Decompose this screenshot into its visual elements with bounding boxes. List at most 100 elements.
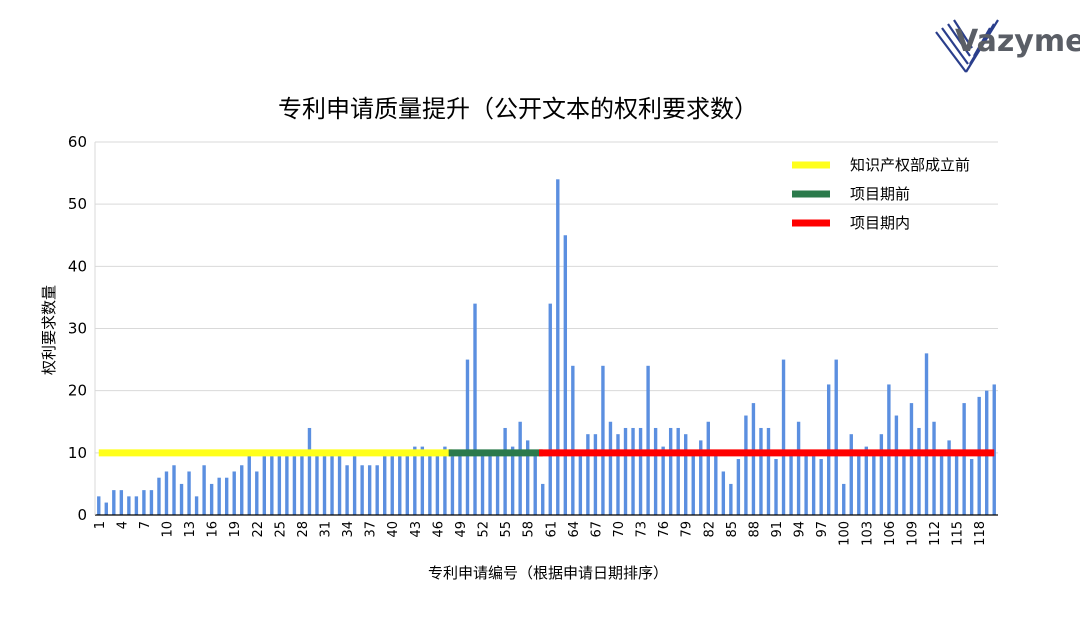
bar: [473, 303, 477, 515]
x-tick-label: 118: [973, 521, 988, 546]
bar: [699, 440, 703, 515]
x-tick-label: 7: [138, 521, 153, 529]
bar: [902, 452, 906, 515]
bar: [721, 471, 726, 515]
bar: [781, 359, 786, 515]
x-tick-label: 52: [477, 521, 492, 538]
x-tick-label: 34: [341, 521, 356, 538]
x-tick-label: 73: [635, 521, 650, 538]
bar: [224, 477, 229, 515]
x-tick-label: 37: [364, 521, 379, 538]
bar: [255, 471, 259, 515]
bar: [270, 452, 274, 515]
bar: [104, 502, 108, 515]
bar: [691, 452, 695, 515]
bar: [578, 452, 583, 515]
x-tick-label: 49: [454, 521, 469, 538]
bar: [947, 440, 951, 515]
x-tick-label: 1: [93, 521, 108, 529]
bar: [300, 452, 304, 515]
bar: [616, 434, 620, 515]
bar: [179, 483, 184, 515]
bar: [352, 452, 357, 515]
x-tick-label: 28: [296, 521, 311, 538]
bar: [623, 427, 628, 515]
x-tick-label: 67: [589, 521, 604, 538]
x-tick-label: 4: [115, 521, 130, 529]
bar: [345, 465, 349, 515]
bar: [503, 427, 507, 515]
bar: [661, 446, 665, 515]
bar: [458, 452, 462, 515]
x-tick-label: 94: [793, 521, 808, 538]
bar: [413, 446, 417, 515]
bar: [367, 465, 372, 515]
bar: [954, 452, 959, 515]
x-tick-label: 112: [928, 521, 943, 546]
bar: [631, 427, 635, 515]
bar: [112, 490, 116, 515]
bar: [465, 359, 470, 515]
bar: [939, 452, 944, 515]
bar: [601, 365, 605, 515]
x-tick-label: 88: [747, 521, 762, 538]
x-tick-label: 76: [657, 521, 672, 538]
bar: [653, 427, 658, 515]
bar: [796, 421, 801, 515]
x-tick-label: 16: [206, 521, 221, 538]
bar: [533, 452, 537, 515]
legend-label: 项目期内: [850, 214, 910, 232]
bar: [315, 452, 319, 515]
bar: [834, 359, 838, 515]
bar: [638, 427, 643, 515]
x-tick-label: 58: [522, 521, 537, 538]
bar: [435, 452, 440, 515]
bar: [510, 446, 515, 515]
brand-name: Vazyme: [955, 24, 1080, 59]
bar: [556, 179, 560, 516]
bar: [924, 353, 929, 515]
bar: [571, 365, 575, 515]
bar: [774, 459, 778, 515]
bar: [149, 490, 154, 515]
bar: [292, 452, 297, 515]
bar: [390, 452, 394, 515]
bar: [541, 483, 545, 515]
y-tick-label: 10: [68, 444, 87, 462]
x-axis-title: 专利申请编号（根据申请日期排序）: [428, 564, 668, 582]
bar: [247, 452, 251, 515]
bar: [157, 477, 161, 515]
x-tick-label: 22: [251, 521, 266, 538]
bar: [142, 490, 146, 515]
bar: [736, 459, 741, 515]
bar: [337, 452, 342, 515]
x-tick-label: 103: [860, 521, 875, 546]
x-tick-label: 115: [951, 521, 966, 546]
bar: [277, 452, 282, 515]
y-tick-label: 20: [68, 382, 87, 400]
y-tick-label: 40: [68, 257, 87, 275]
bar: [646, 365, 650, 515]
bar: [134, 496, 139, 515]
bar: [383, 452, 387, 515]
bar: [360, 465, 364, 515]
bar: [187, 471, 191, 515]
bar: [443, 446, 447, 515]
bar: [857, 452, 861, 515]
bar: [804, 452, 808, 515]
bar: [819, 459, 823, 515]
bar: [450, 452, 455, 515]
y-tick-label: 0: [77, 506, 87, 524]
x-tick-label: 109: [905, 521, 920, 546]
bar: [676, 427, 680, 515]
bar: [495, 452, 500, 515]
legend-label: 项目期前: [850, 185, 910, 203]
bar: [849, 434, 853, 515]
x-tick-label: 25: [273, 521, 288, 538]
bar: [232, 471, 236, 515]
bar: [811, 452, 816, 515]
x-tick-label: 19: [228, 521, 243, 538]
bar: [488, 452, 492, 515]
